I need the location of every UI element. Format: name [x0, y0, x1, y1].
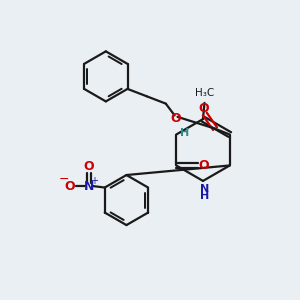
Text: +: +: [90, 176, 98, 186]
Text: O: O: [171, 112, 182, 125]
Text: O: O: [198, 102, 208, 115]
Text: O: O: [198, 159, 209, 172]
Text: O: O: [83, 160, 94, 173]
Text: −: −: [59, 173, 69, 186]
Text: H₃C: H₃C: [195, 88, 214, 98]
Text: H: H: [200, 191, 209, 201]
Text: N: N: [200, 184, 209, 194]
Text: O: O: [65, 180, 75, 193]
Text: N: N: [83, 180, 94, 193]
Text: H: H: [180, 128, 189, 138]
